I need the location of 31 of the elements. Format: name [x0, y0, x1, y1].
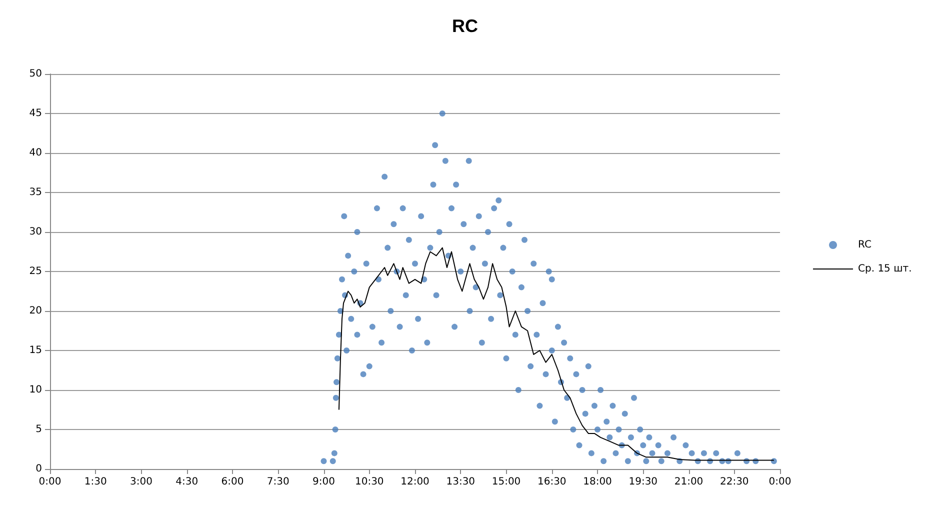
- y-tick-label: 40: [29, 148, 42, 158]
- x-tick-label: 7:30: [266, 476, 290, 488]
- x-tick-label: 1:30: [84, 476, 107, 488]
- x-tick-label: 10:30: [354, 476, 384, 488]
- x-tick-label: 15:00: [492, 476, 521, 488]
- x-tick-label: 3:00: [130, 476, 152, 488]
- y-tick-label: 50: [29, 68, 42, 80]
- y-tick-label: 25: [29, 266, 42, 277]
- x-tick-label: 0:00: [768, 476, 792, 488]
- y-tick-label: 20: [29, 306, 42, 316]
- x-tick-label: 21:00: [674, 476, 704, 488]
- legend-label: RC: [858, 240, 872, 250]
- y-tick-label: 0: [36, 464, 42, 474]
- x-tick-label: 13:30: [446, 476, 476, 488]
- x-tick-label: 16:30: [537, 476, 566, 488]
- y-tick-label: 30: [29, 226, 42, 238]
- x-tick-label: 0:00: [38, 476, 62, 488]
- y-tick-label: 5: [36, 424, 42, 435]
- x-tick-label: 22:30: [720, 476, 749, 488]
- x-tick-label: 6:00: [221, 476, 244, 488]
- x-tick-label: 4:30: [176, 476, 198, 488]
- x-tick-label: 18:00: [583, 476, 612, 488]
- y-tick-label: 35: [29, 187, 42, 198]
- chart-title: RC: [452, 16, 478, 36]
- y-tick-label: 10: [29, 384, 42, 396]
- x-tick-label: 19:30: [628, 476, 658, 488]
- y-tick-label: 15: [29, 345, 42, 356]
- x-tick-label: 12:00: [400, 476, 430, 488]
- legend-label: Ср. 15 шт.: [858, 264, 912, 274]
- y-tick-label: 45: [29, 108, 42, 119]
- x-tick-label: 9:00: [312, 476, 335, 488]
